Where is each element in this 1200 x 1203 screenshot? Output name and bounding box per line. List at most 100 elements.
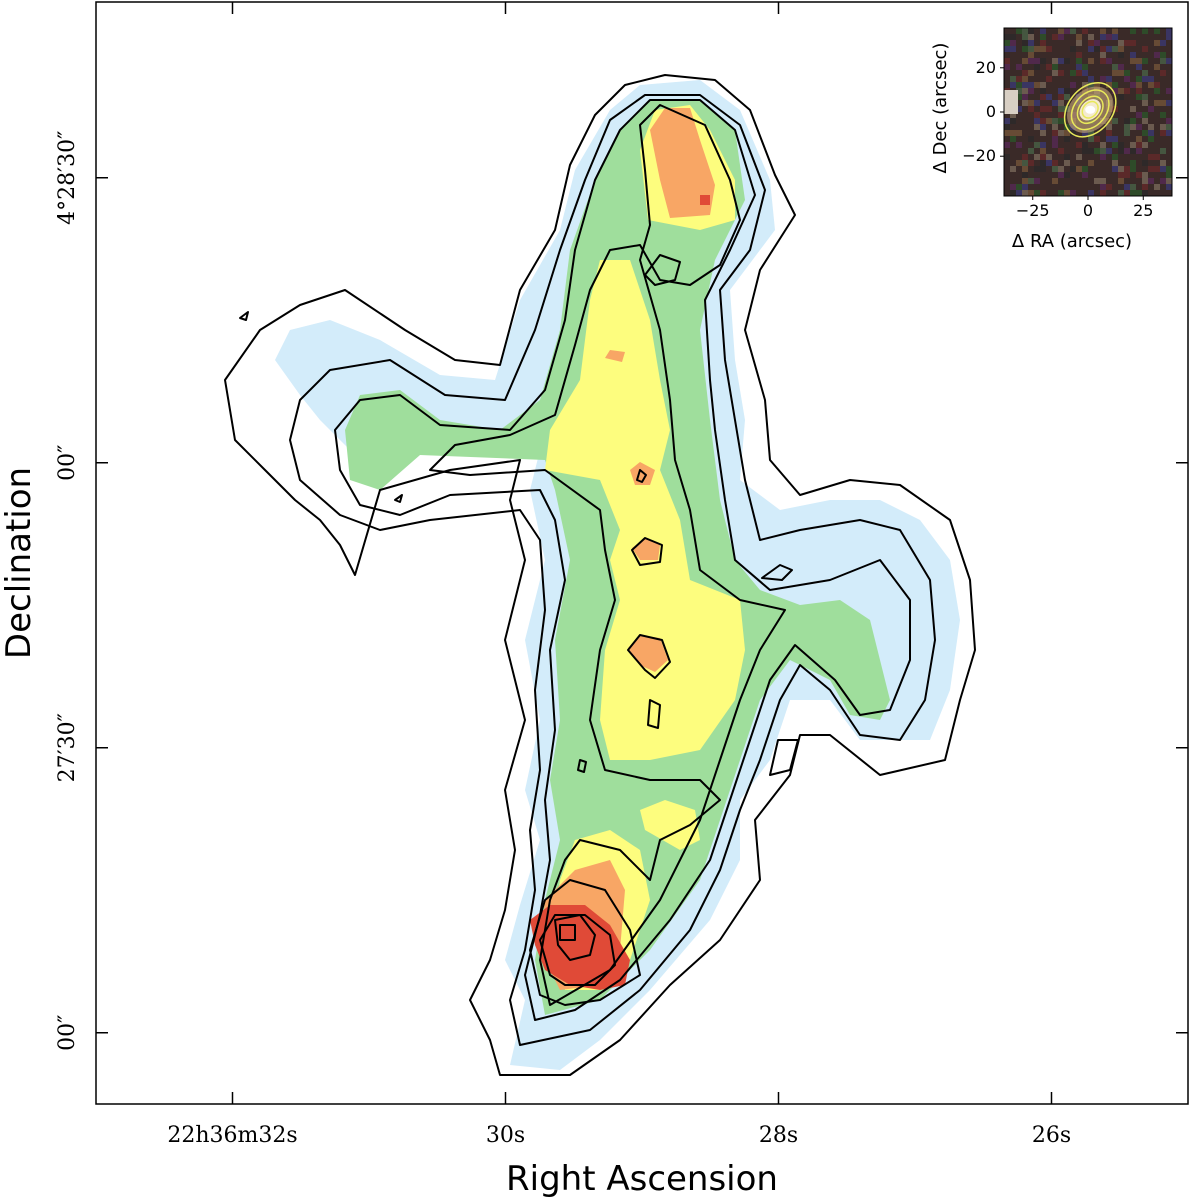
inset-noise-pixel (1100, 142, 1106, 148)
inset-noise-pixel (1004, 124, 1010, 130)
inset-noise-pixel (1034, 166, 1040, 172)
inset-noise-pixel (1118, 190, 1124, 196)
inset-noise-pixel (1052, 136, 1058, 142)
inset-noise-pixel (1028, 58, 1034, 64)
contour-islet-2 (394, 494, 403, 503)
inset-noise-pixel (1004, 118, 1010, 124)
inset-noise-pixel (1016, 106, 1022, 112)
inset-noise-pixel (1064, 190, 1070, 196)
inset-noise-pixel (1004, 154, 1010, 160)
inset-noise-pixel (1154, 166, 1160, 172)
inset-noise-pixel (1100, 190, 1106, 196)
inset-noise-pixel (1094, 82, 1100, 88)
inset-noise-pixel (1148, 82, 1154, 88)
inset-noise-pixel (1028, 100, 1034, 106)
inset-noise-pixel (1022, 190, 1028, 196)
inset-noise-pixel (1106, 148, 1112, 154)
inset-noise-pixel (1040, 118, 1046, 124)
inset-noise-pixel (1076, 70, 1082, 76)
inset-noise-pixel (1100, 52, 1106, 58)
inset-noise-pixel (1160, 166, 1166, 172)
inset-noise-pixel (1094, 148, 1100, 154)
inset-noise-pixel (1058, 94, 1064, 100)
inset-noise-pixel (1028, 190, 1034, 196)
inset-noise-pixel (1028, 70, 1034, 76)
inset-noise-pixel (1040, 94, 1046, 100)
inset-noise-pixel (1136, 148, 1142, 154)
level-4-knot-3 (605, 350, 625, 362)
inset-noise-pixel (1010, 190, 1016, 196)
inset-contour-2 (1076, 95, 1104, 125)
inset-noise-pixel (1112, 142, 1118, 148)
inset-noise-pixel (1148, 178, 1154, 184)
inset-noise-pixel (1136, 112, 1142, 118)
inset-noise-pixel (1028, 46, 1034, 52)
inset-noise-pixel (1118, 40, 1124, 46)
contour-hole-3 (769, 739, 799, 776)
inset-noise-pixel (1058, 88, 1064, 94)
inset-noise-pixel (1124, 172, 1130, 178)
inset-noise-pixel (1130, 28, 1136, 34)
inset-noise-pixel (1112, 160, 1118, 166)
inset-noise-pixel (1052, 34, 1058, 40)
inset-noise-pixel (1034, 82, 1040, 88)
inset-contour-0 (1063, 82, 1117, 138)
y-tick-label: 00″ (55, 1015, 80, 1051)
inset-noise-pixel (1052, 160, 1058, 166)
inset-noise-pixel (1106, 34, 1112, 40)
inset-noise-pixel (1130, 124, 1136, 130)
inset-noise-pixel (1106, 58, 1112, 64)
inset-contour-1 (1070, 89, 1110, 131)
inset-noise-pixel (1016, 76, 1022, 82)
inset-noise-pixel (1154, 28, 1160, 34)
inset-noise-pixel (1046, 64, 1052, 70)
inset-noise-pixel (1160, 100, 1166, 106)
inset-noise-pixel (1082, 28, 1088, 34)
inset-noise-pixel (1022, 40, 1028, 46)
inset-noise-pixel (1112, 64, 1118, 70)
contour-8 (559, 924, 576, 941)
inset-noise-pixel (1160, 148, 1166, 154)
inset-noise-pixel (1022, 88, 1028, 94)
inset-noise-pixel (1016, 64, 1022, 70)
inset-noise-pixel (1088, 130, 1094, 136)
inset-noise-pixel (1016, 28, 1022, 34)
inset-x-axis-title: Δ RA (arcsec) (1012, 231, 1132, 252)
inset-noise-pixel (1148, 136, 1154, 142)
inset-noise-pixel (1004, 142, 1010, 148)
inset-noise-pixel (1136, 64, 1142, 70)
inset-noise-pixel (1166, 130, 1172, 136)
inset-noise-pixel (1076, 166, 1082, 172)
inset-noise-pixel (1136, 190, 1142, 196)
inset-noise-pixel (1076, 142, 1082, 148)
inset-noise-pixel (1070, 28, 1076, 34)
inset-noise-pixel (1064, 136, 1070, 142)
level-4-knot-1 (628, 635, 668, 672)
inset-noise-pixel (1016, 88, 1022, 94)
inset-noise-pixel (1130, 118, 1136, 124)
inset-noise-pixel (1100, 184, 1106, 190)
inset-noise-pixel (1052, 142, 1058, 148)
inset-y-tick-label: −20 (962, 146, 996, 165)
inset-noise-pixel (1034, 142, 1040, 148)
inset-noise-pixel (1154, 154, 1160, 160)
inset-noise-pixel (1034, 64, 1040, 70)
inset-noise-pixel (1046, 94, 1052, 100)
inset-noise-pixel (1052, 178, 1058, 184)
inset-noise-pixel (1022, 166, 1028, 172)
inset-noise-pixel (1088, 40, 1094, 46)
inset-noise-pixel (1058, 58, 1064, 64)
inset-noise-pixel (1076, 34, 1082, 40)
inset-noise-pixel (1118, 88, 1124, 94)
inset-noise-pixel (1046, 118, 1052, 124)
inset-noise-pixel (1028, 160, 1034, 166)
inset-noise-pixel (1028, 136, 1034, 142)
inset-noise-pixel (1166, 166, 1172, 172)
contour-hole-1 (644, 254, 681, 286)
inset-noise-pixel (1136, 76, 1142, 82)
inset-noise-pixel (1004, 46, 1010, 52)
inset-noise-pixel (1052, 100, 1058, 106)
inset-noise-pixel (1142, 46, 1148, 52)
inset-noise-pixel (1040, 46, 1046, 52)
